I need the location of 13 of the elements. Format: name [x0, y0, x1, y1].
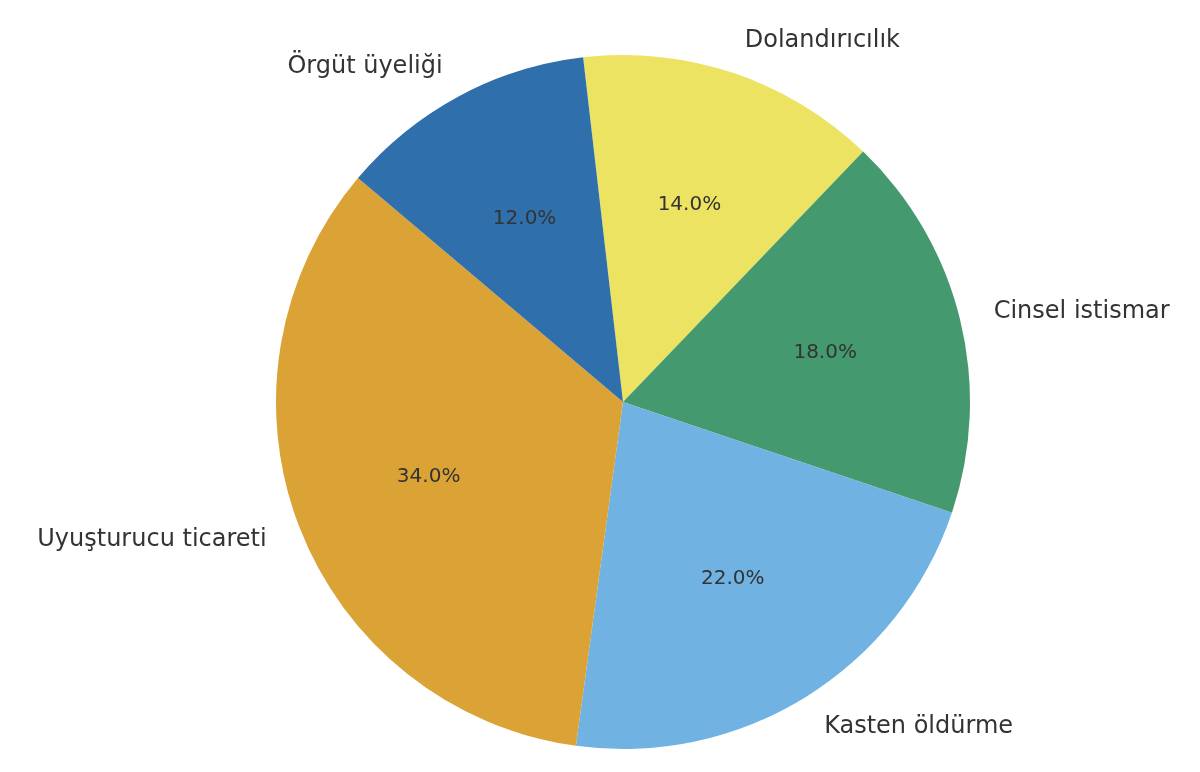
slice-label: Uyuşturucu ticareti: [37, 523, 267, 552]
pie-slice: [583, 55, 864, 402]
slice-label: Örgüt üyeliği: [287, 49, 443, 79]
data-label: 22.0%: [700, 565, 765, 590]
pie-slice: [276, 178, 623, 746]
pie-slice: [623, 151, 970, 513]
slice-label: Cinsel istismar: [993, 295, 1170, 324]
slice-label: Dolandırıcılık: [744, 25, 901, 54]
data-label: 12.0%: [492, 205, 557, 230]
slice-label: Kasten öldürme: [824, 711, 1014, 740]
data-label: 14.0%: [657, 191, 722, 216]
data-label: 18.0%: [793, 338, 857, 363]
data-label: 34.0%: [396, 463, 461, 488]
